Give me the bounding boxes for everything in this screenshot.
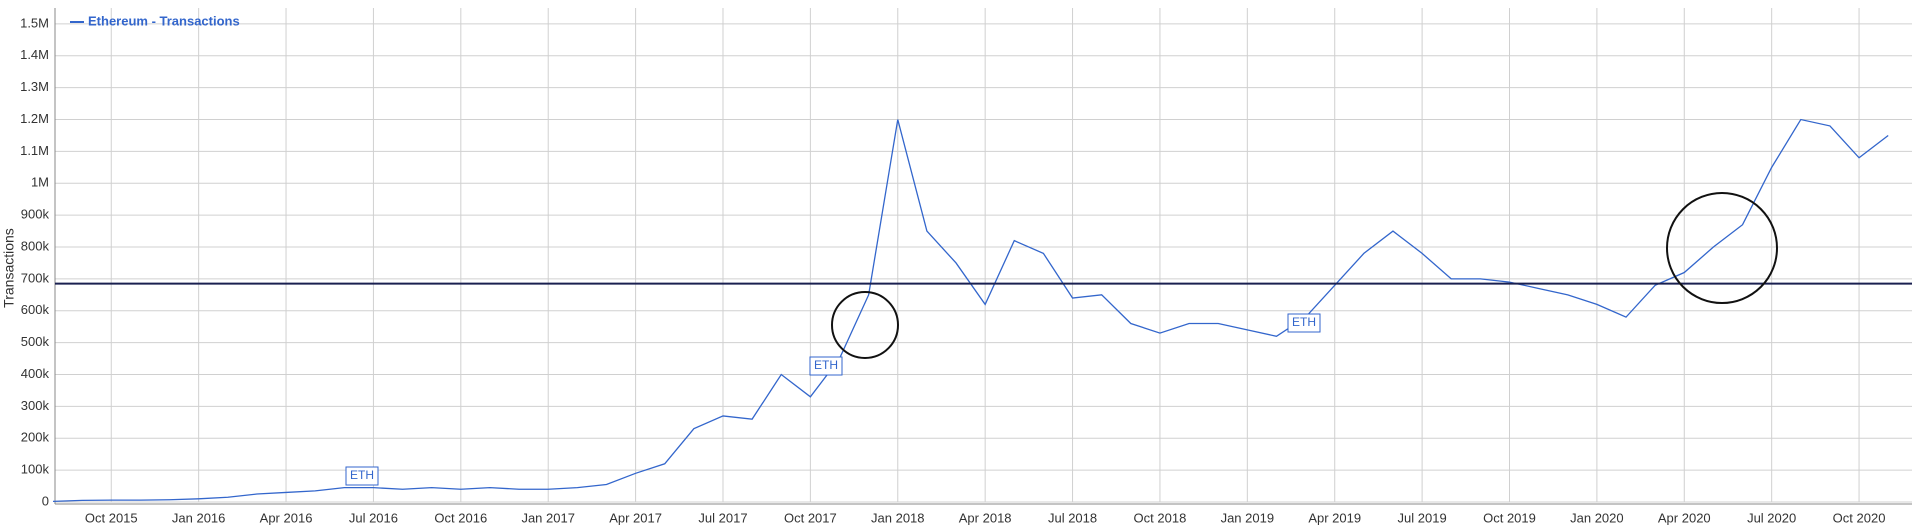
y-tick-label: 500k <box>21 334 50 349</box>
annotation-box <box>345 466 379 486</box>
y-tick-label: 100k <box>21 462 50 477</box>
annotation-box <box>1287 313 1321 333</box>
x-tick-label: Jan 2020 <box>1570 510 1624 525</box>
x-tick-label: Jul 2020 <box>1747 510 1796 525</box>
annotation: ETH <box>350 468 374 482</box>
y-tick-label: 1.3M <box>20 79 49 94</box>
x-tick-label: Oct 2015 <box>85 510 138 525</box>
y-tick-label: 1.4M <box>20 47 49 62</box>
y-tick-label: 1M <box>31 175 49 190</box>
x-tick-label: Jul 2016 <box>349 510 398 525</box>
y-tick-label: 1.2M <box>20 111 49 126</box>
x-tick-label: Jan 2017 <box>521 510 575 525</box>
highlight-circle <box>1666 192 1778 304</box>
x-tick-label: Oct 2016 <box>434 510 487 525</box>
x-tick-label: Oct 2020 <box>1833 510 1886 525</box>
y-tick-label: 800k <box>21 238 50 253</box>
x-tick-label: Apr 2019 <box>1308 510 1361 525</box>
y-tick-label: 0 <box>42 493 49 508</box>
x-tick-label: Apr 2016 <box>260 510 313 525</box>
y-tick-label: 1.1M <box>20 143 49 158</box>
x-tick-label: Jul 2019 <box>1398 510 1447 525</box>
highlight-circle <box>831 291 899 359</box>
legend-label: Ethereum - Transactions <box>88 13 240 28</box>
x-tick-label: Oct 2019 <box>1483 510 1536 525</box>
x-tick-label: Oct 2018 <box>1134 510 1187 525</box>
y-tick-label: 200k <box>21 430 50 445</box>
annotation-box <box>809 356 843 376</box>
y-tick-label: 1.5M <box>20 15 49 30</box>
y-tick-label: 700k <box>21 270 50 285</box>
y-tick-label: 600k <box>21 302 50 317</box>
y-axis-label: Transactions <box>1 228 17 308</box>
annotation: ETH <box>814 358 838 372</box>
x-tick-label: Jan 2018 <box>871 510 925 525</box>
y-tick-label: 300k <box>21 398 50 413</box>
y-tick-label: 400k <box>21 366 50 381</box>
annotation: ETH <box>1292 315 1316 329</box>
x-tick-label: Jul 2018 <box>1048 510 1097 525</box>
x-tick-label: Jul 2017 <box>698 510 747 525</box>
x-tick-label: Jan 2016 <box>172 510 226 525</box>
x-tick-label: Oct 2017 <box>784 510 837 525</box>
x-tick-label: Apr 2020 <box>1658 510 1711 525</box>
y-tick-label: 900k <box>21 207 50 222</box>
x-tick-label: Jan 2019 <box>1221 510 1275 525</box>
x-tick-label: Apr 2018 <box>959 510 1012 525</box>
x-tick-label: Apr 2017 <box>609 510 662 525</box>
